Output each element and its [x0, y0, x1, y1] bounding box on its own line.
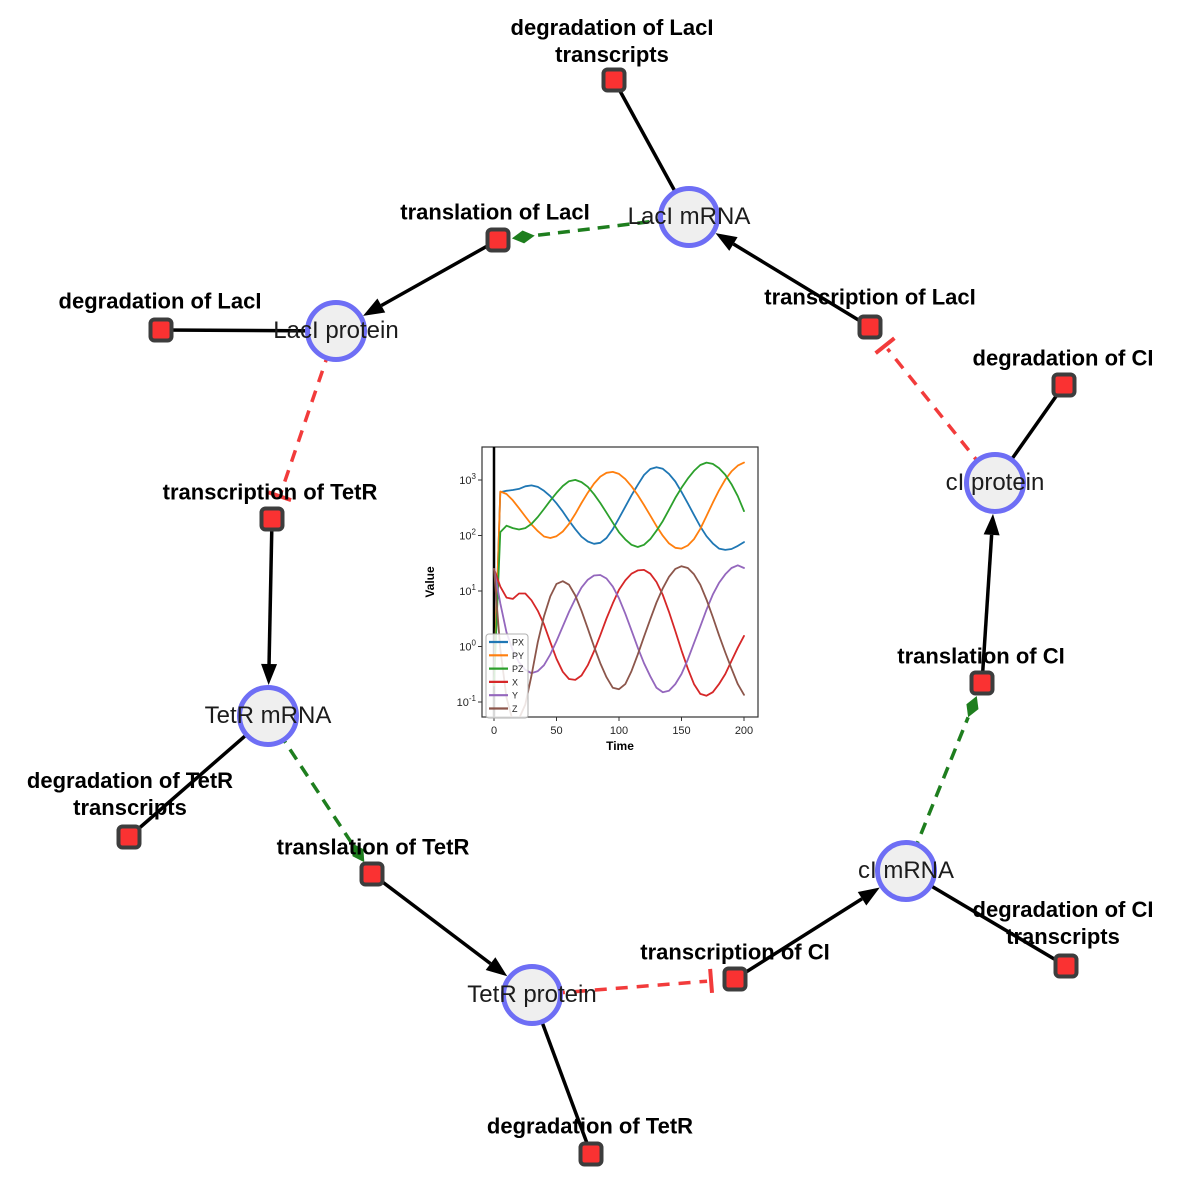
simulation-chart: 103 102 101 100 10-1 0 50 100 150 200 Time Value PX P… — [424, 432, 774, 762]
edge-product-txn_laci-laci_mrna-arrowhead — [715, 233, 738, 251]
y-tick-label: 101 — [459, 583, 476, 598]
edge-product-tln_tetr-tetr_protein — [370, 872, 492, 966]
edge-product-txn_laci-laci_mrna — [732, 242, 871, 329]
series-line-PZ — [493, 461, 745, 687]
reaction-node-deg_laci_tx[interactable] — [601, 67, 627, 93]
reaction-node-deg_ci[interactable] — [1051, 372, 1077, 398]
reaction-label-tln_ci: translation of CI — [897, 643, 1064, 670]
reaction-label-deg_ci: degradation of CI — [973, 345, 1154, 372]
reaction-node-deg_tetr_tx[interactable] — [116, 824, 142, 850]
series-line-PY — [493, 461, 745, 687]
reaction-label-deg_laci_tx: degradation of LacI transcripts — [511, 14, 714, 68]
reaction-node-deg_tetr[interactable] — [578, 1141, 604, 1167]
reaction-node-tln_tetr[interactable] — [359, 861, 385, 887]
x-tick-label: 150 — [672, 725, 690, 737]
reaction-label-line: transcripts — [555, 42, 669, 67]
reaction-node-tln_ci[interactable] — [969, 670, 995, 696]
reaction-label-txn_tetr: transcription of TetR — [163, 479, 378, 506]
legend-label-PZ: PZ — [512, 664, 524, 674]
reaction-node-txn_tetr[interactable] — [259, 506, 285, 532]
species-label-tetr_protein: TetR protein — [467, 981, 597, 1008]
chart-axes-frame — [481, 446, 759, 718]
reaction-label-line: degradation of TetR — [26, 768, 234, 793]
reaction-label-deg_tetr: degradation of TetR — [487, 1113, 693, 1140]
edge-inhibitor-laci_protein-txn_tetr-tee — [267, 490, 292, 503]
edge-product-tln_ci-ci_protein — [980, 534, 994, 684]
edge-product-tln_ci-ci_protein-arrowhead — [983, 513, 1000, 536]
species-node-tetr_mrna[interactable] — [237, 685, 299, 747]
reaction-label-line: translation of CI — [897, 643, 1065, 669]
reaction-label-txn_laci: transcription of LacI — [764, 284, 975, 311]
reaction-label-line: degradation of TetR — [486, 1113, 694, 1139]
y-tick-label: 102 — [459, 528, 476, 543]
x-tick-label: 100 — [610, 725, 628, 737]
species-node-ci_protein[interactable] — [964, 452, 1026, 514]
edge-inhibitor-ci_protein-txn_laci-tee — [874, 336, 896, 355]
reaction-label-line: transcripts — [73, 795, 187, 820]
reaction-label-tln_laci: translation of LacI — [400, 199, 589, 226]
species-label-laci_protein: LacI protein — [273, 317, 399, 344]
edge-modifier-ci_mrna-tln_ci-arrowhead — [966, 695, 979, 718]
reaction-label-line: transcripts — [1006, 924, 1120, 949]
reaction-label-deg_tetr_tx: degradation of TetR transcripts — [27, 767, 233, 821]
edge-reactant-ci_mrna-deg_ci_tx — [905, 869, 1067, 968]
y-tick-label: 100 — [459, 639, 476, 654]
edge-modifier-laci_mrna-tln_laci-arrowhead — [511, 230, 535, 244]
y-axis-title: Value — [424, 566, 437, 598]
reaction-label-deg_ci_tx: degradation of CI transcripts — [973, 896, 1154, 950]
reaction-node-tln_laci[interactable] — [485, 227, 511, 253]
x-tick-label: 200 — [735, 725, 753, 737]
series-line-Y — [493, 564, 745, 694]
reaction-label-line: transcription of CI — [640, 939, 830, 965]
reaction-label-line: degradation of LacI — [510, 15, 714, 40]
x-axis-title: Time — [606, 739, 634, 753]
reaction-label-line: transcription of LacI — [764, 284, 976, 310]
legend-label-Z: Z — [512, 704, 518, 714]
edge-inhibitor-tetr_protein-txn_ci-tee — [708, 968, 715, 994]
reaction-label-line: transcription of TetR — [162, 479, 378, 505]
reaction-label-line: degradation of LacI — [58, 288, 262, 314]
series-line-Z — [493, 565, 745, 717]
edge-product-txn_ci-ci_mrna — [734, 897, 863, 981]
species-label-ci_mrna: cI mRNA — [858, 857, 954, 884]
reaction-label-line: degradation of CI — [972, 897, 1154, 922]
reaction-label-txn_ci: transcription of CI — [640, 939, 829, 966]
reaction-node-txn_ci[interactable] — [722, 966, 748, 992]
species-node-laci_mrna[interactable] — [658, 186, 720, 248]
species-node-laci_protein[interactable] — [305, 300, 367, 362]
legend-label-X: X — [512, 677, 518, 687]
edge-product-tln_laci-laci_protein-arrowhead — [363, 298, 386, 316]
reaction-label-line: translation of TetR — [276, 834, 470, 860]
species-label-laci_mrna: LacI mRNA — [627, 203, 751, 230]
chart-background — [424, 432, 774, 762]
edge-modifier-tetr_mrna-tln_tetr-arrowhead — [351, 843, 365, 863]
reaction-label-tln_tetr: translation of TetR — [277, 834, 470, 861]
reaction-label-deg_laci: degradation of LacI — [59, 288, 262, 315]
species-label-ci_protein: cI protein — [945, 469, 1045, 496]
species-node-ci_mrna[interactable] — [875, 840, 937, 902]
legend-label-PY: PY — [512, 651, 524, 661]
edge-product-txn_tetr-tetr_mrna-arrowhead — [261, 663, 278, 686]
y-tick-label: 10-1 — [457, 694, 477, 709]
legend-label-Y: Y — [512, 691, 518, 701]
series-line-X — [493, 568, 745, 697]
edge-product-txn_ci-ci_mrna-arrowhead — [857, 887, 880, 906]
reaction-node-txn_laci[interactable] — [857, 314, 883, 340]
edge-product-tln_laci-laci_protein — [380, 238, 499, 308]
reaction-label-line: degradation of CI — [972, 345, 1154, 371]
reaction-node-deg_laci[interactable] — [148, 317, 174, 343]
x-tick-label: 0 — [491, 725, 497, 737]
x-tick-label: 50 — [550, 725, 562, 737]
edge-product-tln_tetr-tetr_protein-arrowhead — [485, 957, 508, 977]
edge-product-txn_tetr-tetr_mrna — [267, 518, 274, 665]
species-node-tetr_protein[interactable] — [501, 964, 563, 1026]
reaction-node-deg_ci_tx[interactable] — [1053, 953, 1079, 979]
y-tick-label: 103 — [459, 472, 476, 487]
species-label-tetr_mrna: TetR mRNA — [204, 702, 332, 729]
legend-label-PX: PX — [512, 638, 524, 648]
reaction-label-line: translation of LacI — [400, 199, 590, 225]
series-line-PX — [493, 466, 745, 687]
